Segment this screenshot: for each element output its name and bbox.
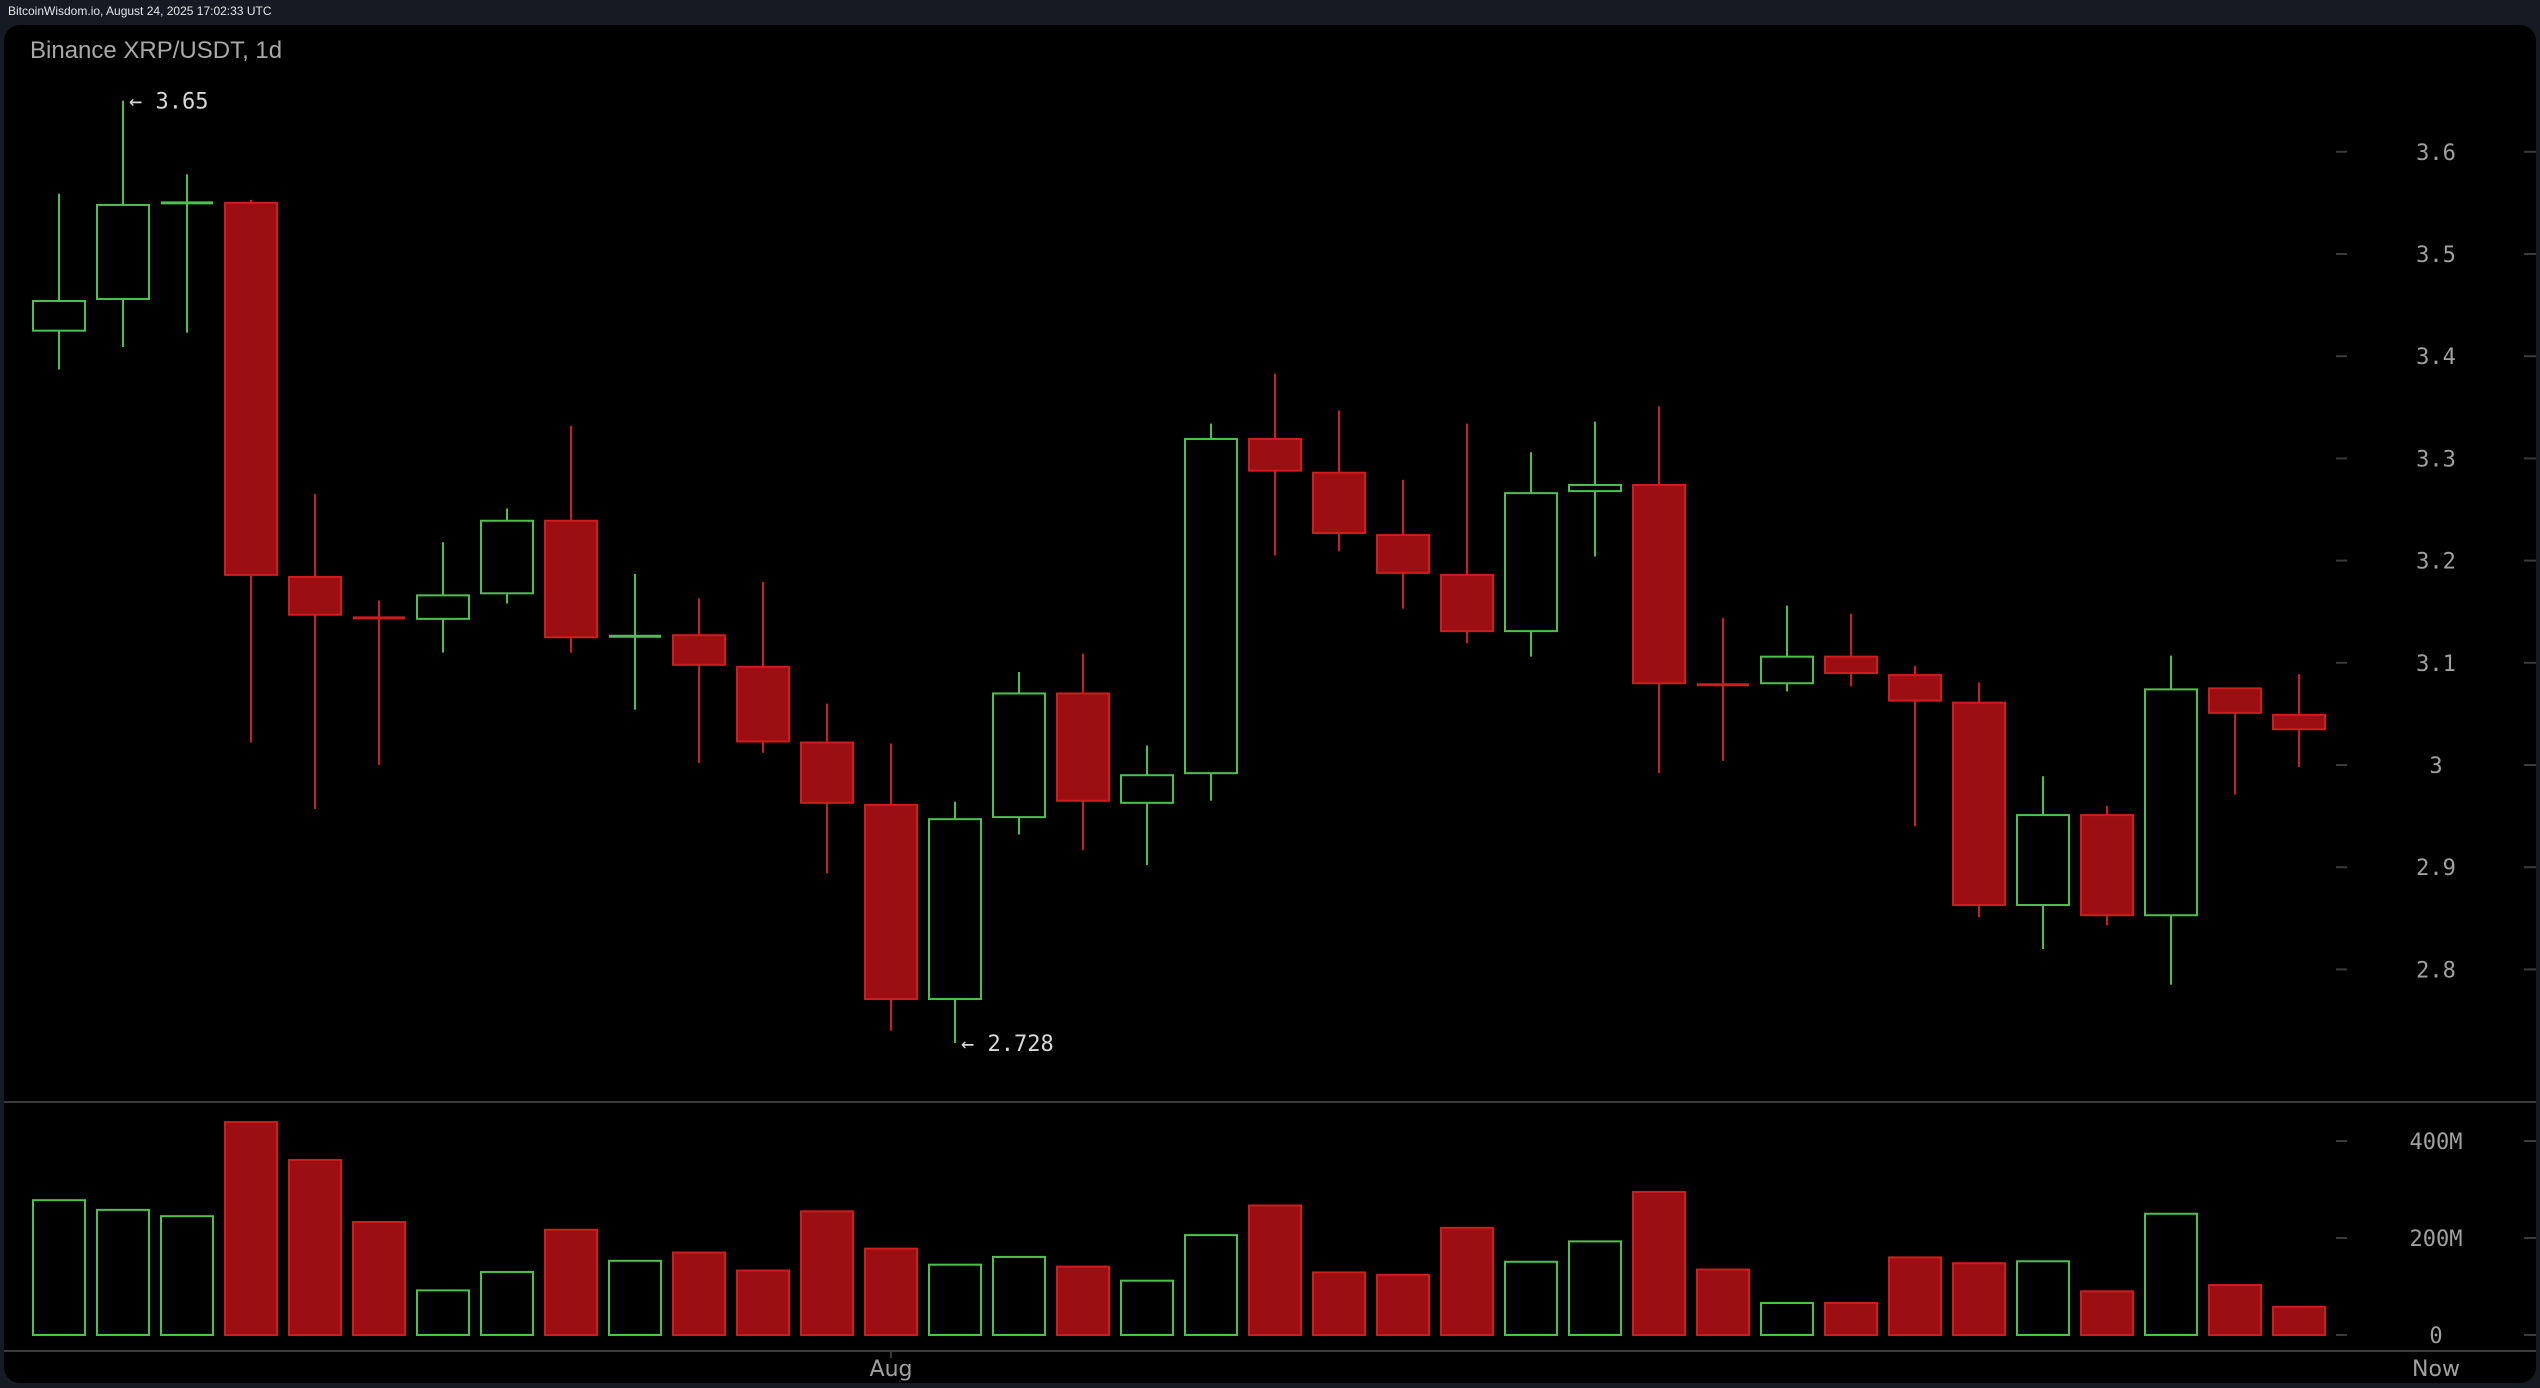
volume-bar: [96, 1208, 150, 1336]
volume-bar: [1248, 1204, 1302, 1336]
volume-bar: [992, 1255, 1046, 1337]
volume-tick-label: 200M: [2410, 1227, 2463, 1252]
candle[interactable]: [1824, 613, 1878, 687]
volume-tick-label: 400M: [2410, 1130, 2463, 1155]
candle[interactable]: [800, 703, 854, 874]
price-candles: [32, 100, 2326, 1043]
volume-bar: [736, 1269, 790, 1336]
candle[interactable]: [32, 193, 86, 370]
price-tick-label: 3.6: [2416, 141, 2456, 166]
candle[interactable]: [224, 199, 278, 743]
volume-bar: [32, 1199, 86, 1337]
candle[interactable]: [1056, 653, 1110, 850]
candle[interactable]: [1952, 682, 2006, 918]
volume-bar: [1632, 1190, 1686, 1337]
candle[interactable]: [2272, 674, 2326, 768]
candle[interactable]: [1120, 745, 1174, 866]
candle[interactable]: [1184, 423, 1238, 801]
candle[interactable]: [96, 100, 150, 348]
candle[interactable]: [544, 425, 598, 653]
candle[interactable]: [1312, 410, 1366, 552]
price-tick-label: 3.3: [2416, 447, 2456, 472]
candle[interactable]: [1440, 423, 1494, 644]
chart-panel: 3.6 3.5 3.4 3.3 3.2 3.1 3 2.9 2.8 400M 200M 0 Aug N…: [4, 25, 2536, 1383]
candle[interactable]: [1376, 479, 1430, 609]
high-price-annotation: ← 3.65: [129, 90, 208, 115]
volume-bar: [1696, 1268, 1750, 1337]
price-tick-label: 3: [2429, 754, 2442, 779]
volume-bar: [864, 1247, 918, 1337]
candle[interactable]: [1248, 373, 1302, 556]
volume-bar: [2144, 1212, 2198, 1336]
volume-bar: [1888, 1256, 1942, 1337]
candle[interactable]: [2080, 805, 2134, 926]
volume-bar: [2016, 1260, 2070, 1337]
volume-bar: [800, 1210, 854, 1336]
price-tick-label: 2.8: [2416, 958, 2456, 983]
candle[interactable]: [161, 174, 213, 333]
volume-bar: [608, 1259, 662, 1337]
candle[interactable]: [736, 582, 790, 753]
candle[interactable]: [1632, 406, 1686, 774]
volume-bar: [1376, 1273, 1430, 1336]
volume-bar: [224, 1121, 278, 1336]
candle[interactable]: [480, 508, 534, 604]
volume-bar: [1120, 1279, 1174, 1337]
candle[interactable]: [609, 573, 661, 710]
chart-title: Binance XRP/USDT, 1d: [30, 37, 283, 64]
volume-bar: [416, 1289, 470, 1337]
volume-bar: [544, 1228, 598, 1337]
volume-bar: [1056, 1265, 1110, 1336]
candle[interactable]: [353, 600, 405, 765]
candle[interactable]: [1760, 605, 1814, 692]
volume-bar: [2080, 1290, 2134, 1336]
price-tick-label: 2.9: [2416, 856, 2456, 881]
price-axis: 3.6 3.5 3.4 3.3 3.2 3.1 3 2.9 2.8: [2336, 141, 2536, 983]
price-tick-label: 3.5: [2416, 243, 2456, 268]
volume-bar: [1184, 1234, 1238, 1336]
volume-bar: [1440, 1226, 1494, 1336]
volume-bar: [352, 1220, 406, 1336]
source-timestamp: BitcoinWisdom.io, August 24, 2025 17:02:…: [8, 4, 272, 18]
candle[interactable]: [2144, 655, 2198, 985]
candle[interactable]: [1888, 665, 1942, 827]
candle[interactable]: [288, 494, 342, 809]
volume-bar: [1760, 1301, 1814, 1336]
volume-bar: [480, 1270, 534, 1336]
candle[interactable]: [672, 598, 726, 763]
volume-bar: [288, 1158, 342, 1337]
candle[interactable]: [416, 542, 470, 653]
price-tick-label: 3.4: [2416, 345, 2456, 370]
time-label: Now: [2412, 1357, 2460, 1382]
candlestick-chart[interactable]: 3.6 3.5 3.4 3.3 3.2 3.1 3 2.9 2.8 400M 200M 0 Aug N…: [4, 25, 2536, 1383]
candle[interactable]: [1504, 452, 1558, 657]
volume-tick-label: 0: [2429, 1324, 2442, 1349]
candle[interactable]: [928, 801, 982, 1043]
price-tick-label: 3.1: [2416, 652, 2456, 677]
candle[interactable]: [1568, 421, 1622, 557]
candle[interactable]: [2016, 776, 2070, 949]
time-axis: Aug Now: [870, 1351, 2460, 1382]
candle[interactable]: [2208, 687, 2262, 795]
price-tick-label: 3.2: [2416, 550, 2456, 575]
candle[interactable]: [992, 671, 1046, 835]
volume-axis: 400M 200M 0: [2336, 1130, 2536, 1349]
volume-bar: [1312, 1271, 1366, 1337]
candle[interactable]: [1697, 617, 1749, 761]
candle[interactable]: [864, 743, 918, 1031]
volume-bar: [2272, 1305, 2326, 1336]
volume-bar: [1952, 1262, 2006, 1336]
volume-bar: [1824, 1301, 1878, 1336]
volume-bar: [672, 1251, 726, 1337]
time-label: Aug: [870, 1357, 913, 1382]
volume-bar: [1568, 1240, 1622, 1337]
low-price-annotation: ← 2.728: [961, 1032, 1054, 1057]
volume-bars: [32, 1121, 2326, 1337]
volume-bar: [2208, 1284, 2262, 1337]
volume-bar: [928, 1263, 982, 1337]
volume-bar: [1504, 1260, 1558, 1337]
volume-bar: [160, 1215, 214, 1337]
